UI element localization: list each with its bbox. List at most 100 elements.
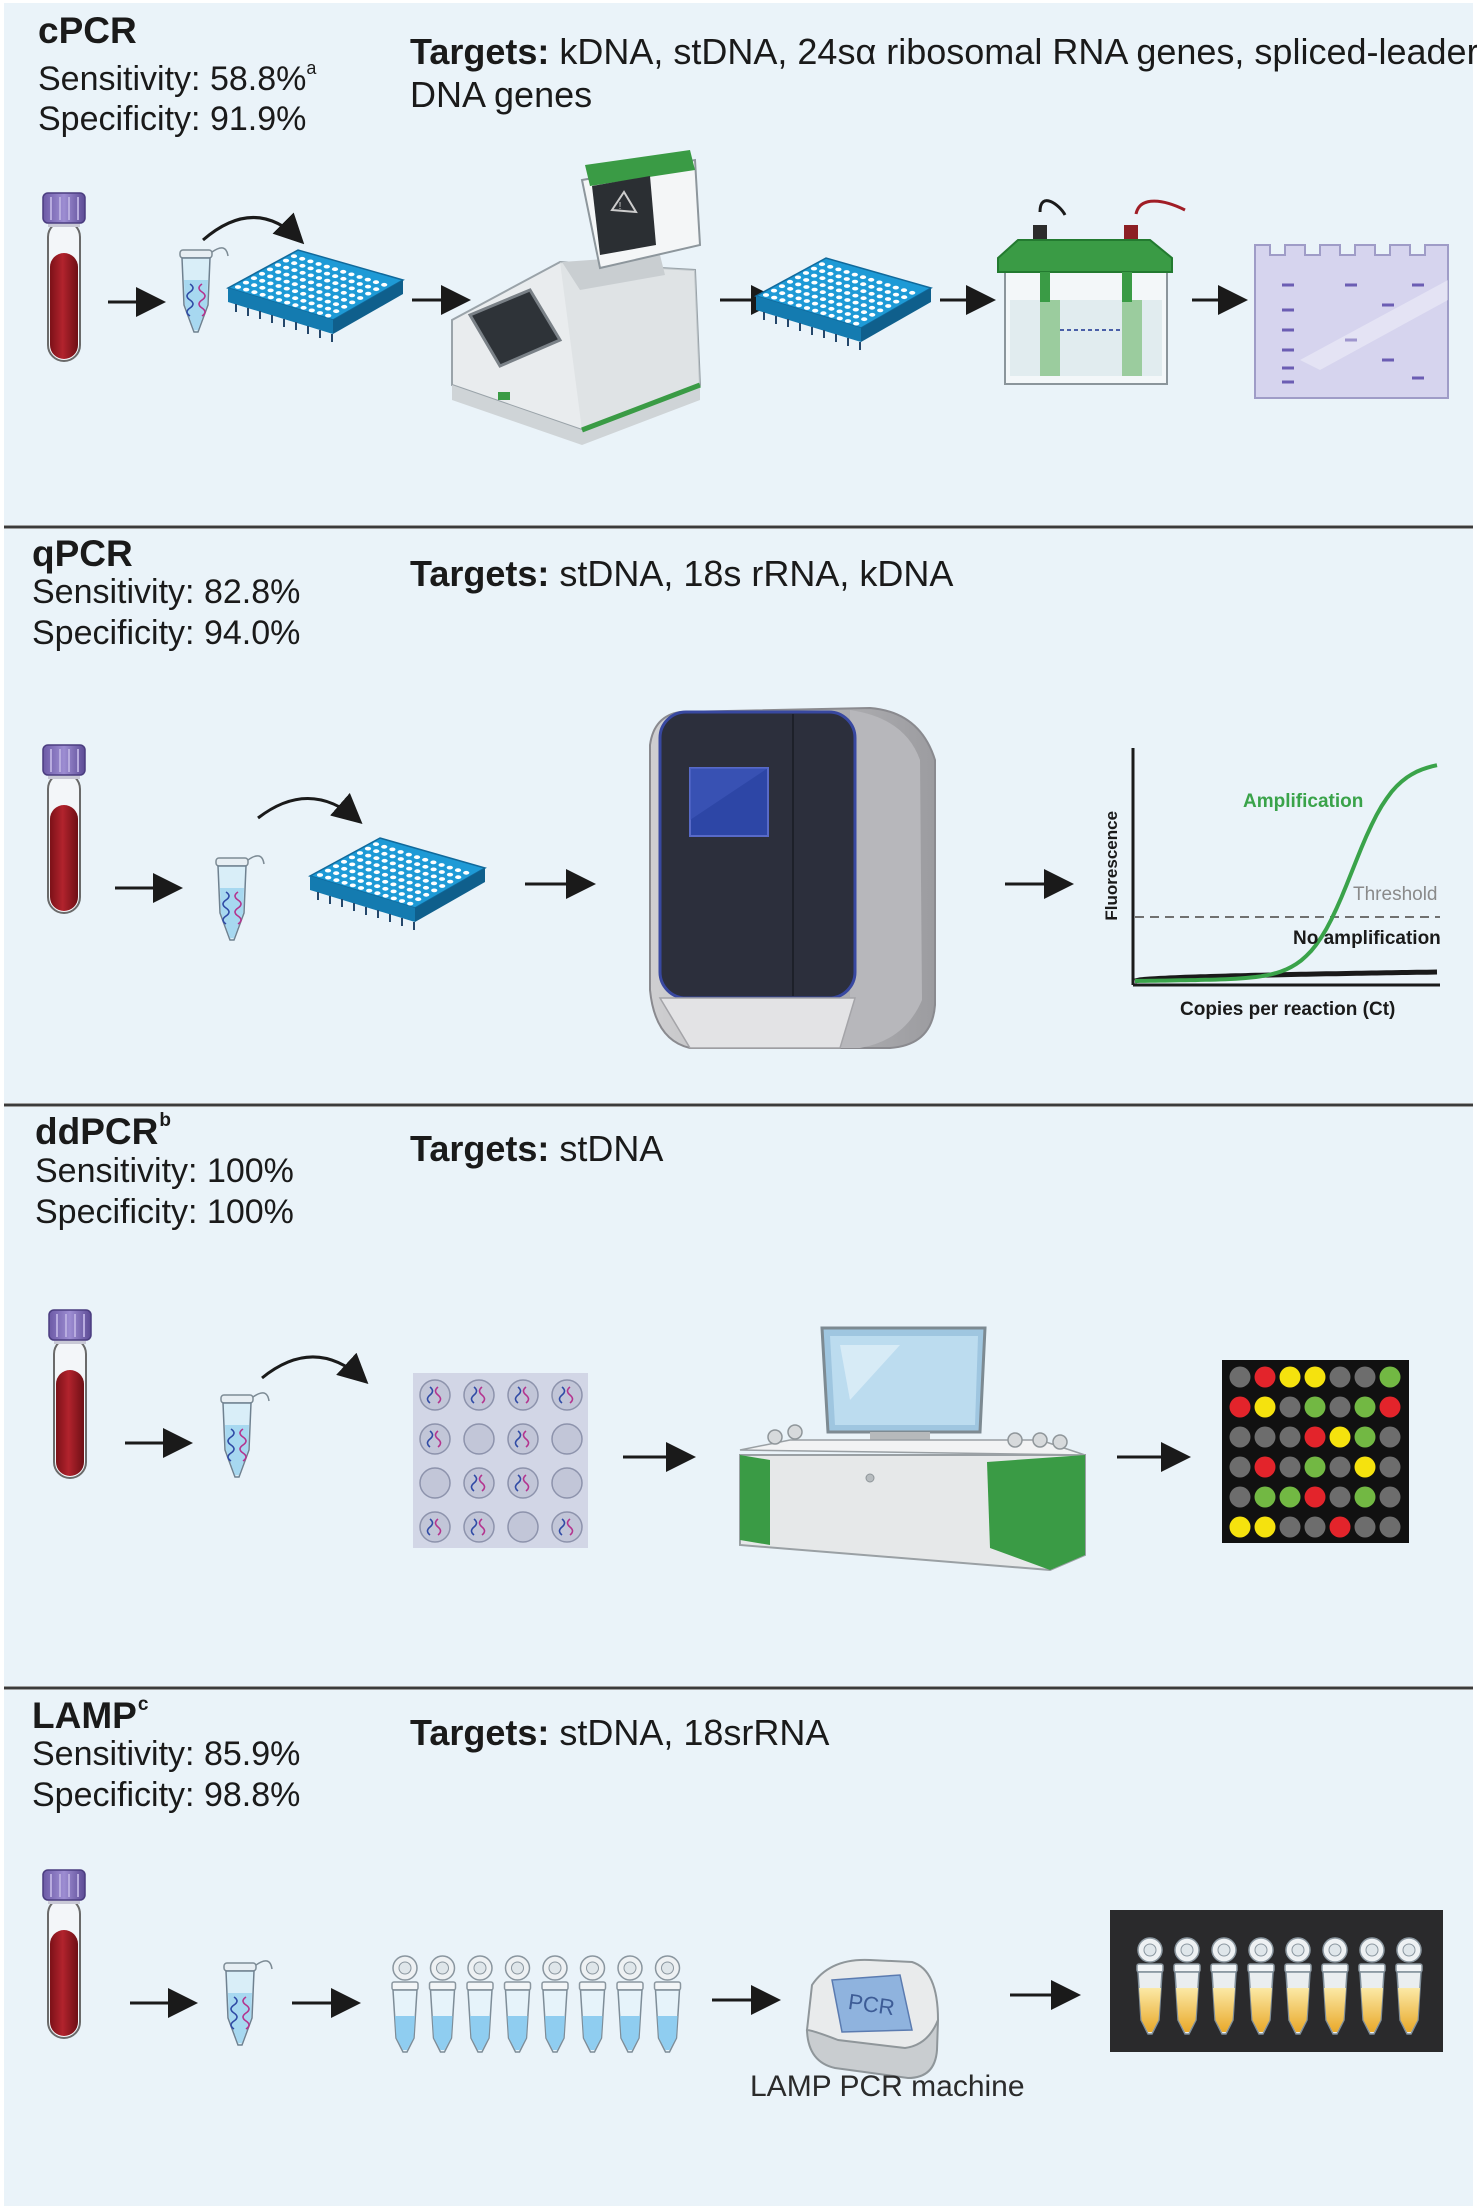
droplet-result-grid-icon xyxy=(1222,1360,1409,1543)
result-droplet xyxy=(1354,1366,1376,1388)
result-droplet xyxy=(1304,1516,1326,1538)
result-droplet xyxy=(1254,1456,1276,1478)
result-droplet xyxy=(1379,1396,1401,1418)
strip-tube-icon xyxy=(466,1955,494,2053)
result-droplet xyxy=(1229,1396,1251,1418)
x-axis-label: Copies per reaction (Ct) xyxy=(1180,999,1396,1020)
lamp-workflow: PCR xyxy=(42,1869,1443,2080)
result-droplet xyxy=(1329,1456,1351,1478)
result-tube-icon xyxy=(1358,1937,1386,2035)
droplet-well xyxy=(419,1467,451,1499)
result-droplet xyxy=(1279,1426,1301,1448)
droplet-reader-icon xyxy=(739,1326,1086,1572)
blood-tube-icon xyxy=(42,1869,86,2039)
targets-qpcr: Targets: stDNA, 18s rRNA, kDNA xyxy=(410,553,954,594)
result-droplet xyxy=(1304,1456,1326,1478)
result-droplet xyxy=(1304,1366,1326,1388)
result-droplet xyxy=(1254,1516,1276,1538)
result-droplet xyxy=(1304,1426,1326,1448)
result-droplet xyxy=(1379,1516,1401,1538)
amplification-curve xyxy=(1134,763,1438,983)
sensitivity-ddpcr: Sensitivity: 100% xyxy=(35,1152,294,1190)
agarose-gel-icon xyxy=(1254,244,1449,399)
result-droplet xyxy=(1354,1426,1376,1448)
result-droplet xyxy=(1379,1366,1401,1388)
result-droplet xyxy=(1279,1516,1301,1538)
droplet-well xyxy=(419,1379,451,1411)
droplet-well xyxy=(507,1423,539,1455)
section-title-qpcr: qPCR xyxy=(32,533,133,574)
result-droplet xyxy=(1379,1426,1401,1448)
result-droplet xyxy=(1254,1366,1276,1388)
droplet-well xyxy=(507,1467,539,1499)
droplet-well xyxy=(507,1511,539,1543)
droplet-well xyxy=(551,1379,583,1411)
result-tube-icon xyxy=(1321,1937,1349,2035)
targets-cpcr: Targets: kDNA, stDNA, 24sα ribosomal RNA… xyxy=(410,31,1477,116)
amplification-plot-icon xyxy=(1131,748,1440,987)
droplet-well xyxy=(463,1467,495,1499)
result-droplet xyxy=(1329,1486,1351,1508)
result-droplet xyxy=(1229,1426,1251,1448)
result-droplet xyxy=(1354,1456,1376,1478)
result-tube-icon xyxy=(1395,1937,1423,2035)
strip-tube-icon xyxy=(653,1955,682,2053)
ddpcr-workflow xyxy=(48,1309,1409,1572)
result-droplet xyxy=(1229,1516,1251,1538)
result-droplet xyxy=(1279,1396,1301,1418)
result-droplet xyxy=(1329,1426,1351,1448)
blood-tube-icon xyxy=(48,1309,92,1479)
strip-tube-icon xyxy=(578,1955,607,2053)
result-tube-icon xyxy=(1284,1937,1312,2035)
specificity-cpcr: Specificity: 91.9% xyxy=(38,100,307,138)
cpcr-panel xyxy=(4,3,1473,525)
droplet-well xyxy=(551,1423,583,1455)
amplification-legend: Amplification xyxy=(1243,791,1364,812)
sensitivity-qpcr: Sensitivity: 82.8% xyxy=(32,573,301,611)
result-tube-icon xyxy=(1247,1937,1275,2035)
footnote-marker: c xyxy=(137,1694,149,1715)
specificity-ddpcr: Specificity: 100% xyxy=(35,1193,294,1231)
blood-tube-icon xyxy=(42,744,86,914)
droplet-well xyxy=(507,1379,539,1411)
result-tube-icon xyxy=(1210,1937,1238,2035)
droplet-well xyxy=(551,1467,583,1499)
qpcr-instrument-icon xyxy=(649,706,936,1049)
strip-tube-icon xyxy=(616,1955,644,2053)
strip-tube-icon xyxy=(541,1955,569,2053)
result-droplet xyxy=(1304,1396,1326,1418)
result-droplet xyxy=(1354,1396,1376,1418)
result-droplet xyxy=(1229,1456,1251,1478)
lamp-pcr-machine-icon: PCR xyxy=(805,1958,940,2080)
result-droplet xyxy=(1254,1396,1276,1418)
curved-arrow-icon xyxy=(257,792,363,824)
result-droplet xyxy=(1354,1486,1376,1508)
result-droplet xyxy=(1354,1516,1376,1538)
result-droplet xyxy=(1279,1456,1301,1478)
threshold-label: Threshold xyxy=(1353,884,1438,905)
blood-tube-icon xyxy=(42,192,86,362)
strip-tube-icon xyxy=(503,1955,532,2053)
section-title-cpcr: cPCR xyxy=(38,10,137,51)
specificity-qpcr: Specificity: 94.0% xyxy=(32,614,301,652)
result-droplet xyxy=(1229,1366,1251,1388)
y-axis-label: Fluorescence xyxy=(1102,810,1122,921)
result-tube-icon xyxy=(1136,1937,1164,2035)
sensitivity-cpcr: Sensitivity: 58.8%a xyxy=(38,58,317,98)
qpcr-workflow xyxy=(42,706,1440,1049)
panel-backgrounds xyxy=(4,3,1473,2206)
droplet-partition-icon xyxy=(413,1373,588,1548)
gel-electrophoresis-tank-icon xyxy=(997,199,1186,385)
droplet-well xyxy=(463,1511,495,1543)
result-droplet xyxy=(1379,1456,1401,1478)
curved-arrow-icon xyxy=(202,212,305,245)
result-droplet xyxy=(1329,1516,1351,1538)
result-droplet xyxy=(1254,1426,1276,1448)
thermal-cycler-icon: ! xyxy=(451,150,702,445)
droplet-well xyxy=(463,1379,495,1411)
result-droplet xyxy=(1279,1486,1301,1508)
droplet-well xyxy=(419,1423,451,1455)
result-droplet xyxy=(1254,1486,1276,1508)
